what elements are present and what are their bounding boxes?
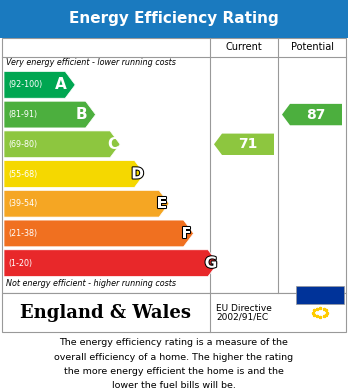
Polygon shape: [4, 161, 144, 187]
Bar: [2, 293, 346, 332]
Polygon shape: [4, 190, 169, 217]
Text: (21-38): (21-38): [8, 229, 37, 238]
Text: 71: 71: [238, 137, 258, 151]
Text: Energy Efficiency Rating: Energy Efficiency Rating: [69, 11, 279, 27]
Text: (1-20): (1-20): [8, 258, 32, 268]
Text: (81-91): (81-91): [8, 110, 37, 119]
Text: The energy efficiency rating is a measure of the: The energy efficiency rating is a measur…: [60, 338, 288, 347]
Text: EU Directive: EU Directive: [216, 304, 272, 313]
Text: the more energy efficient the home is and the: the more energy efficient the home is an…: [64, 367, 284, 376]
Text: A: A: [55, 77, 67, 92]
Text: Current: Current: [226, 43, 262, 52]
Bar: [0, 0, 348, 38]
Text: overall efficiency of a home. The higher the rating: overall efficiency of a home. The higher…: [54, 353, 294, 362]
Text: E: E: [157, 196, 167, 211]
Text: (39-54): (39-54): [8, 199, 37, 208]
Text: F: F: [181, 226, 192, 241]
Text: Very energy efficient - lower running costs: Very energy efficient - lower running co…: [6, 58, 176, 67]
Polygon shape: [4, 101, 96, 128]
Text: lower the fuel bills will be.: lower the fuel bills will be.: [112, 382, 236, 391]
Text: B: B: [76, 107, 87, 122]
Text: 2002/91/EC: 2002/91/EC: [216, 313, 268, 322]
Text: 87: 87: [306, 108, 326, 122]
Text: (92-100): (92-100): [8, 81, 42, 90]
Text: Not energy efficient - higher running costs: Not energy efficient - higher running co…: [6, 279, 176, 288]
Polygon shape: [214, 134, 274, 155]
Text: D: D: [131, 167, 144, 181]
Polygon shape: [4, 250, 218, 276]
Text: C: C: [108, 137, 119, 152]
Text: England & Wales: England & Wales: [21, 303, 191, 321]
Text: G: G: [205, 256, 217, 271]
Bar: [296, 285, 344, 303]
Polygon shape: [4, 72, 75, 98]
Polygon shape: [282, 104, 342, 125]
Bar: [2, 38, 346, 293]
Text: (55-68): (55-68): [8, 170, 37, 179]
Polygon shape: [4, 131, 120, 158]
Text: (69-80): (69-80): [8, 140, 37, 149]
Text: Potential: Potential: [291, 43, 333, 52]
Polygon shape: [4, 220, 193, 247]
